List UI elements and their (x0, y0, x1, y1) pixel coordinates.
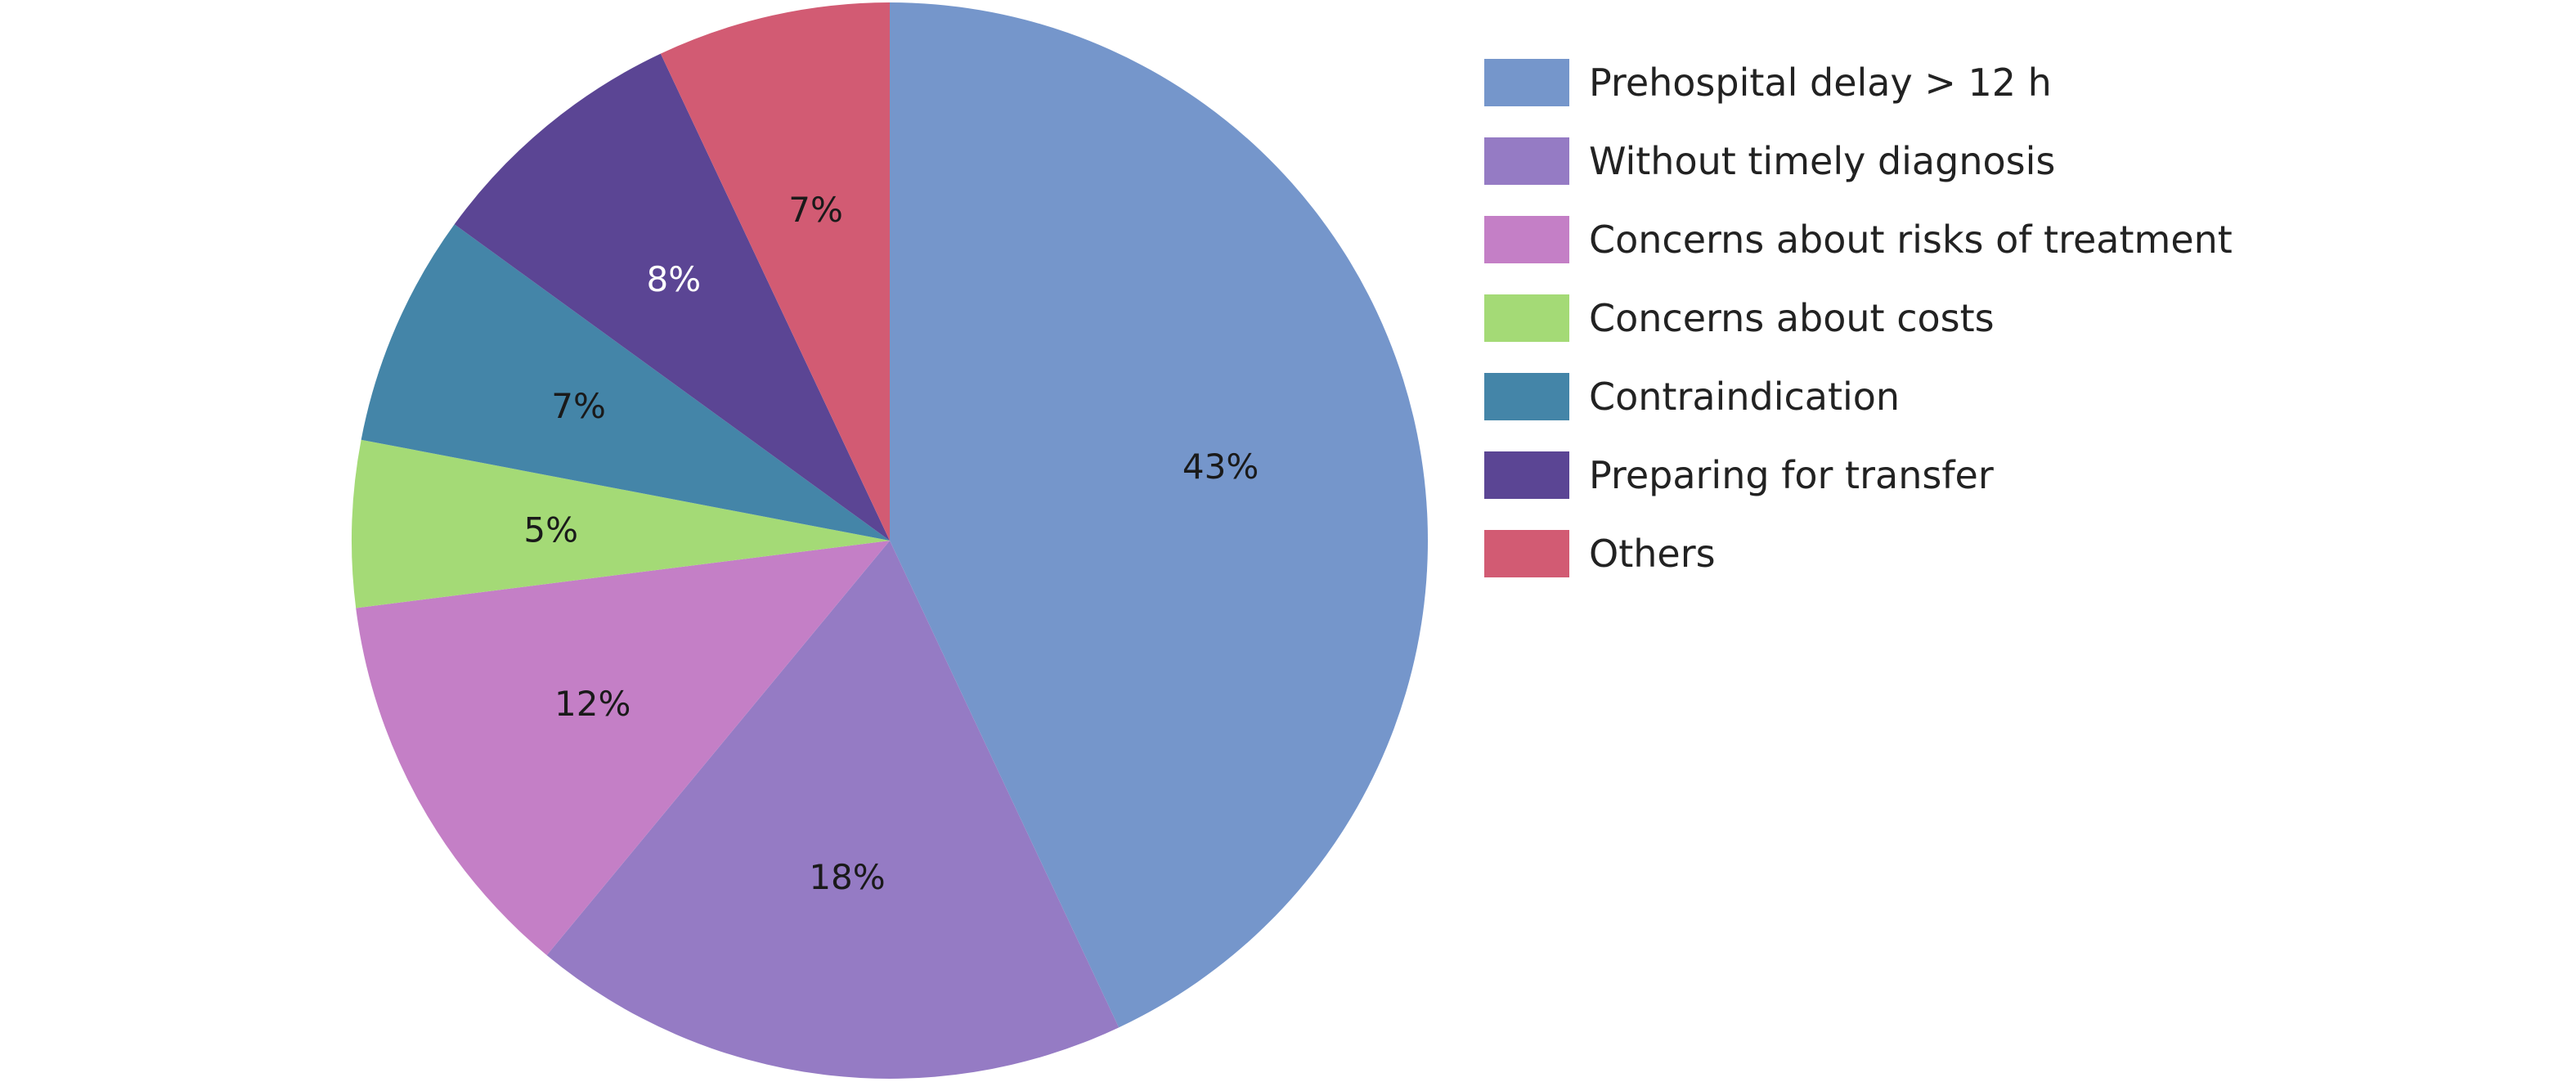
pie-slice-label-1: 43% (1183, 447, 1259, 487)
legend-swatch-6 (1484, 451, 1569, 499)
legend-item-3: Concerns about risks of treatment (1484, 216, 2233, 263)
pie-slice-label-2: 18% (809, 857, 885, 897)
pie-slice-label-6: 8% (646, 259, 701, 299)
pie-slice-7 (660, 2, 890, 541)
pie-slice-6 (454, 53, 890, 541)
pie-slice-5 (361, 224, 890, 541)
legend-item-7: Others (1484, 530, 1716, 577)
legend-label-2: Without timely diagnosis (1589, 139, 2055, 183)
pie-slice-labels: 43% 18% 12% 5% 7% 8% 7% (523, 190, 1259, 897)
legend-swatch-2 (1484, 137, 1569, 185)
legend-swatch-1 (1484, 59, 1569, 106)
pie-slice-label-4: 5% (523, 510, 578, 550)
pie-slice-3 (356, 541, 890, 955)
pie-slice-label-5: 7% (551, 386, 606, 426)
pie-slice-2 (546, 541, 1120, 1080)
legend-item-6: Preparing for transfer (1484, 451, 1994, 499)
pie-slice-4 (351, 439, 890, 608)
pie-slice-1 (890, 2, 1429, 1028)
legend-item-2: Without timely diagnosis (1484, 137, 2055, 185)
pie-slice-label-7: 7% (788, 190, 843, 230)
legend-item-5: Contraindication (1484, 373, 1900, 420)
legend-label-5: Contraindication (1589, 375, 1900, 419)
legend-label-4: Concerns about costs (1589, 296, 1995, 340)
legend-label-3: Concerns about risks of treatment (1589, 218, 2233, 262)
legend-swatch-3 (1484, 216, 1569, 263)
legend-label-6: Preparing for transfer (1589, 453, 1994, 497)
legend-swatch-7 (1484, 530, 1569, 577)
legend-item-4: Concerns about costs (1484, 294, 1995, 342)
legend-label-7: Others (1589, 532, 1716, 576)
legend: Prehospital delay > 12 h Without timely d… (1484, 59, 2233, 577)
legend-swatch-4 (1484, 294, 1569, 342)
legend-label-1: Prehospital delay > 12 h (1589, 61, 2052, 105)
legend-item-1: Prehospital delay > 12 h (1484, 59, 2052, 106)
legend-swatch-5 (1484, 373, 1569, 420)
pie-slice-label-3: 12% (554, 684, 631, 724)
pie-slices (351, 2, 1429, 1080)
